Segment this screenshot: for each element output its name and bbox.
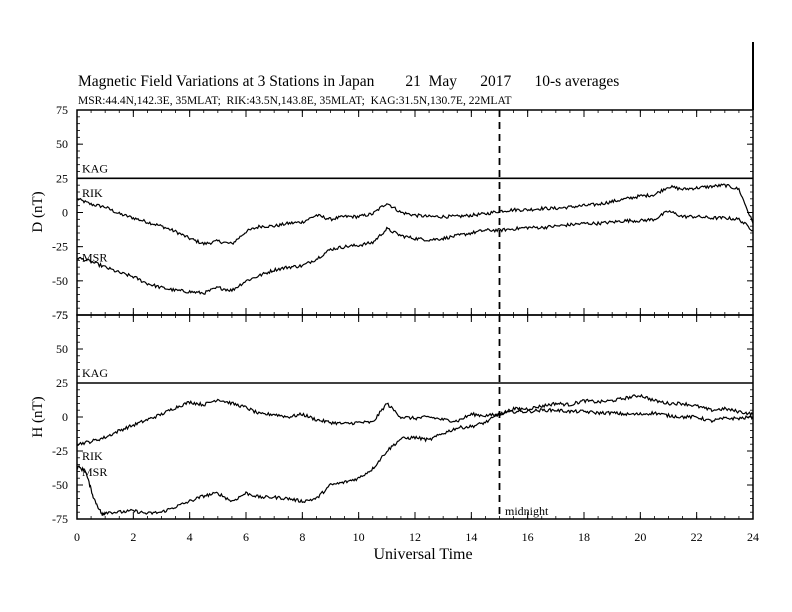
y-tick-label: 0 (62, 206, 68, 220)
y-tick-label: 0 (62, 410, 68, 424)
panel-frame (76, 109, 754, 316)
y-tick-label: -75 (52, 308, 68, 322)
x-tick-label: 20 (634, 530, 646, 544)
chart-subtitle: MSR:44.4N,142.3E, 35MLAT; RIK:43.5N,143.… (78, 95, 512, 107)
midnight-label: midnight (505, 504, 549, 518)
x-tick-label: 6 (243, 530, 249, 544)
x-tick-label: 12 (409, 530, 421, 544)
x-tick-label: 16 (522, 530, 534, 544)
x-tick-label: 4 (187, 530, 193, 544)
y-tick-label: 75 (56, 308, 68, 322)
series-line-rik (76, 183, 754, 246)
series-label-msr: MSR (82, 465, 107, 479)
y-tick-label: 25 (56, 376, 68, 390)
y-tick-label: 50 (56, 137, 68, 151)
series-label-kag: KAG (82, 161, 108, 175)
series-label-kag: KAG (82, 366, 108, 380)
x-tick-label: 0 (74, 530, 80, 544)
series-line-rik (76, 393, 754, 447)
x-tick-label: 14 (465, 530, 477, 544)
ylabel-h: H (nT) (30, 396, 46, 437)
x-tick-label: 18 (578, 530, 590, 544)
xlabel: Universal Time (373, 546, 472, 563)
y-tick-label: -50 (52, 478, 68, 492)
panel-frame (76, 314, 754, 520)
series-label-msr: MSR (82, 251, 107, 265)
series-label-rik: RIK (82, 449, 103, 463)
x-tick-label: 24 (747, 530, 759, 544)
x-tick-label: 2 (130, 530, 136, 544)
series-label-rik: RIK (82, 186, 103, 200)
ylabel-d: D (nT) (30, 191, 46, 232)
y-tick-label: 25 (56, 171, 68, 185)
x-tick-label: 8 (299, 530, 305, 544)
y-tick-label: -25 (52, 444, 68, 458)
y-tick-label: -75 (52, 512, 68, 526)
y-tick-label: -25 (52, 240, 68, 254)
y-tick-label: 75 (56, 103, 68, 117)
x-tick-label: 22 (691, 530, 703, 544)
panel-d: 75 50 25 0 -25 -50 -75 KAG RIK MSR (52, 103, 754, 322)
x-tick-label: 10 (353, 530, 365, 544)
series-line-msr (76, 209, 754, 295)
y-tick-label: -50 (52, 274, 68, 288)
series-line-msr (76, 407, 754, 517)
chart-title: Magnetic Field Variations at 3 Stations … (78, 73, 620, 90)
y-tick-label: 50 (56, 342, 68, 356)
